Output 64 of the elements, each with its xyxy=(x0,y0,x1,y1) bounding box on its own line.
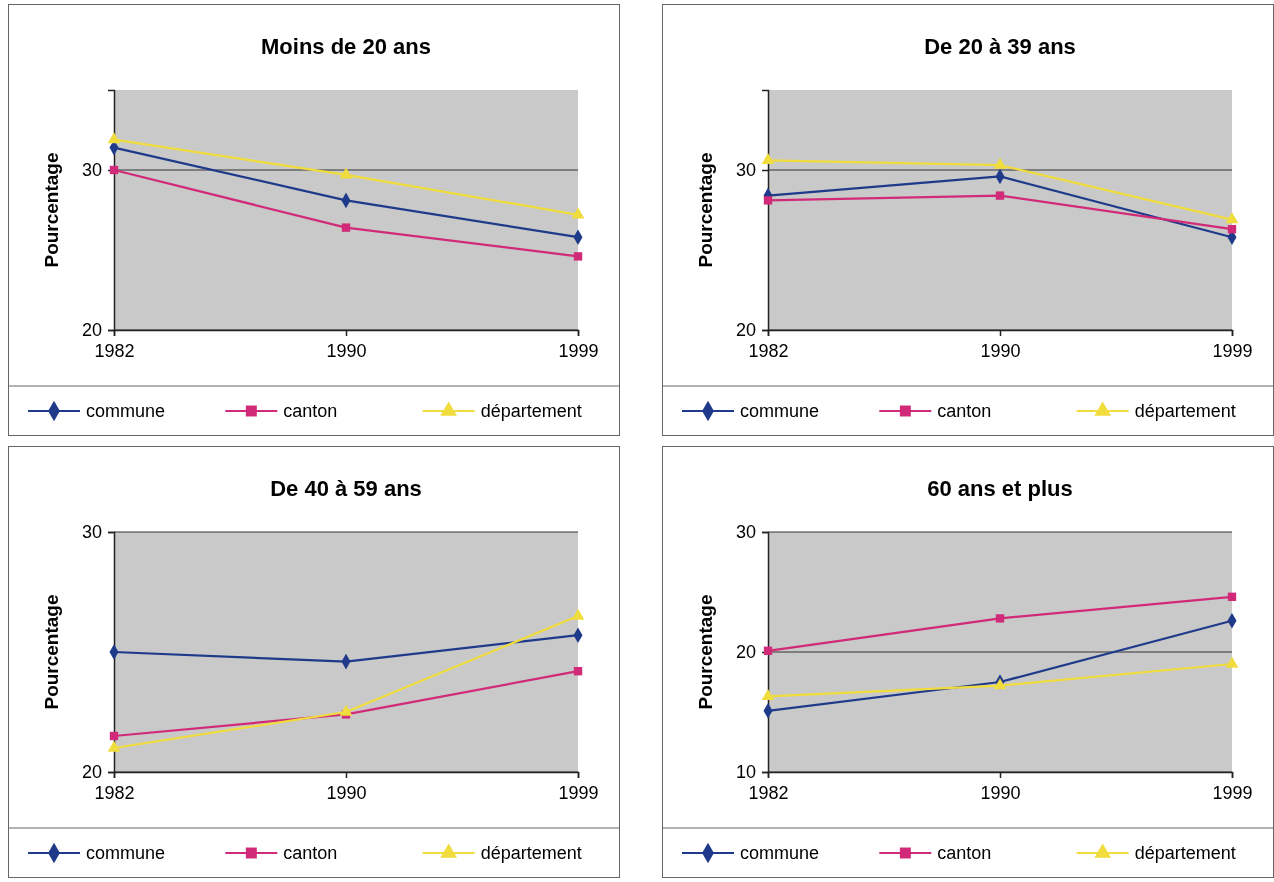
legend-label: département xyxy=(1134,401,1236,421)
point xyxy=(995,191,1005,200)
point xyxy=(763,196,773,205)
y-tick-label: 20 xyxy=(81,320,102,341)
x-tick-label: 1990 xyxy=(980,340,1021,361)
point xyxy=(1225,212,1239,224)
legend-label: canton xyxy=(283,401,338,421)
y-tick-label: 10 xyxy=(735,762,756,783)
point xyxy=(109,165,119,175)
y-tick-label: 20 xyxy=(735,320,756,341)
x-tick-label: 1999 xyxy=(558,340,599,361)
legend-label: canton xyxy=(283,843,338,863)
x-tick-label: 1999 xyxy=(558,782,599,803)
point xyxy=(1227,592,1237,601)
point xyxy=(1225,656,1239,668)
point xyxy=(573,252,583,261)
legend-label: commune xyxy=(86,401,166,421)
y-axis-title: Pourcentage xyxy=(695,152,716,268)
legend-label: commune xyxy=(740,843,820,863)
point xyxy=(339,167,353,179)
point xyxy=(109,731,119,741)
point xyxy=(1227,225,1237,234)
point xyxy=(761,689,775,701)
x-tick-label: 1982 xyxy=(748,340,789,361)
y-tick-label: 30 xyxy=(81,522,102,543)
point xyxy=(993,157,1007,169)
x-tick-label: 1990 xyxy=(326,340,367,361)
x-tick-label: 1982 xyxy=(94,782,135,803)
y-axis-title: Pourcentage xyxy=(41,594,62,710)
x-tick-label: 1982 xyxy=(748,782,789,803)
legend-label: département xyxy=(480,843,582,863)
x-tick-label: 1990 xyxy=(326,782,367,803)
point xyxy=(993,678,1007,690)
point xyxy=(571,207,585,219)
x-tick-label: 1999 xyxy=(1212,340,1253,361)
legend-label: commune xyxy=(86,843,166,863)
y-tick-label: 20 xyxy=(735,642,756,663)
y-tick-label: 30 xyxy=(81,160,102,181)
point xyxy=(995,614,1005,623)
point xyxy=(341,223,351,232)
chart-title: Moins de 20 ans xyxy=(261,34,431,59)
point xyxy=(107,740,121,752)
legend-label: département xyxy=(480,401,582,421)
legend-label: canton xyxy=(937,843,992,863)
chart-title: De 40 à 59 ans xyxy=(270,476,422,501)
y-axis-title: Pourcentage xyxy=(41,152,62,268)
y-axis-title: Pourcentage xyxy=(695,594,716,710)
x-tick-label: 1999 xyxy=(1212,782,1253,803)
point xyxy=(339,704,353,716)
point xyxy=(107,132,121,144)
legend-label: canton xyxy=(937,401,992,421)
legend-label: commune xyxy=(740,401,820,421)
point xyxy=(571,608,585,620)
point xyxy=(573,667,583,676)
legend-label: département xyxy=(1134,843,1236,863)
point xyxy=(763,646,773,655)
x-tick-label: 1982 xyxy=(94,340,135,361)
y-tick-label: 20 xyxy=(81,762,102,783)
point xyxy=(761,153,775,165)
y-tick-label: 30 xyxy=(735,522,756,543)
x-tick-label: 1990 xyxy=(980,782,1021,803)
chart-title: 60 ans et plus xyxy=(927,476,1073,501)
chart-title: De 20 à 39 ans xyxy=(924,34,1076,59)
y-tick-label: 30 xyxy=(735,160,756,181)
